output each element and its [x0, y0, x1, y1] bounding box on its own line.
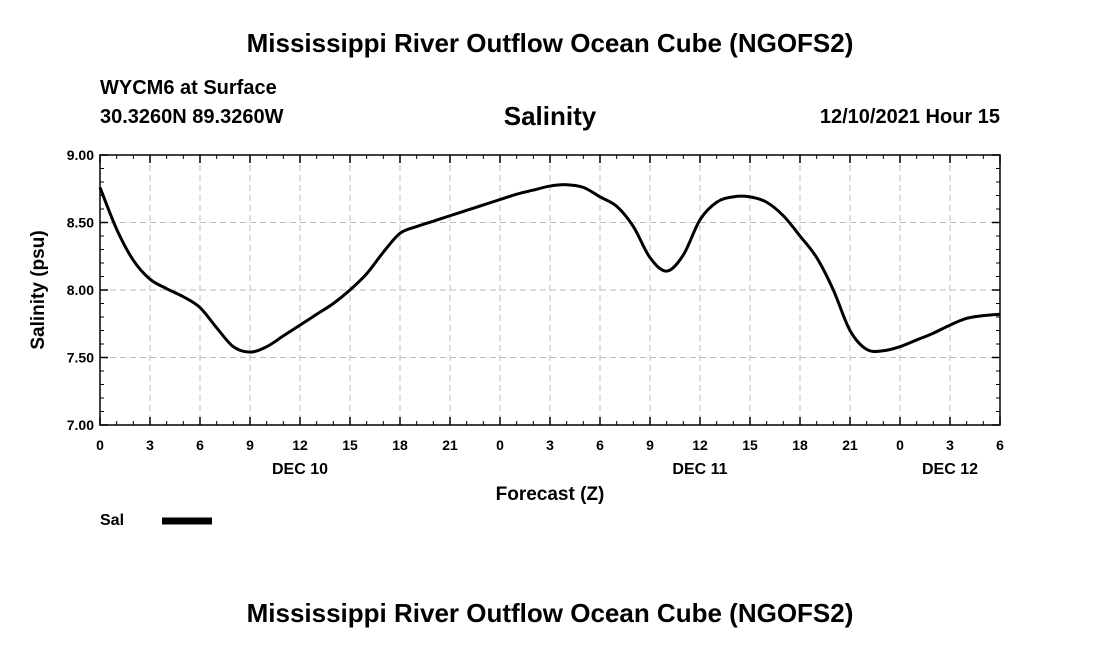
x-tick-label: 3	[546, 437, 554, 453]
x-tick-label: 21	[842, 437, 858, 453]
day-label: DEC 11	[672, 461, 727, 478]
y-axis-label: Salinity (psu)	[28, 230, 49, 349]
tick-labels: 0 3 6 9 12 15 18 21 0 3 6 9 12 15 18 21 0 3 6 7.00 7.50 8.00 8…	[67, 147, 1004, 478]
y-tick-label: 7.50	[67, 350, 94, 366]
x-tick-label: 3	[146, 437, 154, 453]
x-tick-label: 0	[496, 437, 504, 453]
x-tick-label: 18	[392, 437, 408, 453]
x-tick-label: 15	[742, 437, 758, 453]
y-tick-label: 8.00	[67, 282, 94, 298]
x-tick-label: 3	[946, 437, 954, 453]
grid-lines	[100, 155, 1000, 425]
main-title: Mississippi River Outflow Ocean Cube (NG…	[246, 28, 854, 58]
x-tick-label: 9	[646, 437, 654, 453]
x-tick-label: 15	[342, 437, 358, 453]
day-label: DEC 12	[922, 461, 978, 478]
y-tick-label: 7.00	[67, 417, 94, 433]
footer-title: Mississippi River Outflow Ocean Cube (NG…	[246, 598, 854, 628]
x-tick-label: 0	[896, 437, 904, 453]
y-tick-label: 9.00	[67, 147, 94, 163]
station-label: WYCM6 at Surface	[100, 77, 277, 99]
x-tick-label: 9	[246, 437, 254, 453]
plot-frame	[99, 154, 1001, 426]
series-line-sal	[98, 183, 1001, 354]
forecast-date: 12/10/2021 Hour 15	[819, 106, 1000, 128]
x-tick-label: 12	[292, 437, 308, 453]
x-axis-label: Forecast (Z)	[496, 484, 605, 505]
x-tick-label: 12	[692, 437, 708, 453]
legend-label-sal: Sal	[100, 512, 124, 529]
x-tick-label: 6	[996, 437, 1004, 453]
chart-title: Salinity	[503, 101, 597, 131]
x-tick-label: 21	[442, 437, 458, 453]
x-tick-label: 18	[792, 437, 808, 453]
x-tick-label: 0	[96, 437, 104, 453]
x-tick-label: 6	[596, 437, 604, 453]
legend: Sal	[100, 512, 212, 529]
series-layer	[98, 183, 1001, 354]
y-tick-label: 8.50	[67, 215, 94, 231]
station-coordinates: 30.3260N 89.3260W	[100, 106, 284, 128]
x-tick-label: 6	[196, 437, 204, 453]
day-label: DEC 10	[272, 461, 328, 478]
